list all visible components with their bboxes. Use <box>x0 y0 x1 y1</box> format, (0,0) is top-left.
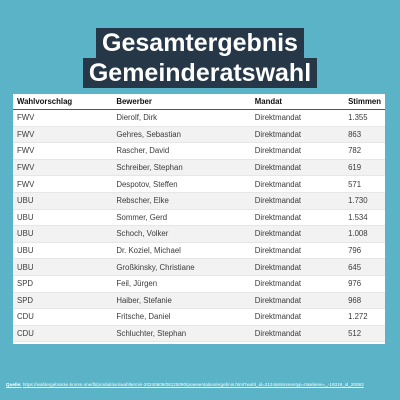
table-header-row: Wahlvorschlag Bewerber Mandat Stimmen <box>13 94 385 110</box>
cell-mandat: Direktmandat <box>250 242 345 260</box>
cell-mandat: Direktmandat <box>250 325 345 343</box>
table-row: UBU Sommer, Gerd Direktmandat 1.534 <box>13 209 385 227</box>
cell-mandat: Direktmandat <box>250 192 345 210</box>
cell-mandat: Direktmandat <box>250 175 345 193</box>
table-row: SPD Haiber, Stefanie Direktmandat 968 <box>13 292 385 310</box>
cell-stimmen: 571 <box>344 175 385 193</box>
header-stimmen: Stimmen <box>344 94 385 110</box>
cell-stimmen: 782 <box>344 142 385 160</box>
table-row: FWV Rascher, David Direktmandat 782 <box>13 142 385 160</box>
cell-wahlvorschlag: FWV <box>13 159 113 177</box>
table-row: SPD Feil, Jürgen Direktmandat 976 <box>13 275 385 293</box>
cell-mandat: Direktmandat <box>250 209 345 227</box>
cell-wahlvorschlag: SPD <box>13 275 113 293</box>
cell-stimmen: 1.730 <box>344 192 385 210</box>
title-line-1: Gesamtergebnis <box>96 28 304 58</box>
table-row: CDU Schluchter, Stephan Direktmandat 512 <box>13 325 385 343</box>
cell-mandat: Direktmandat <box>250 308 345 326</box>
table-row: UBU Rebscher, Elke Direktmandat 1.730 <box>13 192 385 210</box>
title-line-2: Gemeinderatswahl <box>82 58 318 88</box>
cell-bewerber: Schoch, Volker <box>112 225 251 243</box>
cell-bewerber: Rebscher, Elke <box>112 192 251 210</box>
cell-bewerber: Feil, Jürgen <box>112 275 251 293</box>
cell-bewerber: Dierolf, Dirk <box>112 109 251 127</box>
cell-wahlvorschlag: CDU <box>13 325 113 343</box>
cell-bewerber: Dr. Koziel, Michael <box>112 242 251 260</box>
cell-stimmen: 968 <box>344 292 385 310</box>
table-row: UBU Dr. Koziel, Michael Direktmandat 796 <box>13 242 385 260</box>
cell-stimmen: 1.008 <box>344 225 385 243</box>
cell-mandat: Direktmandat <box>250 159 345 177</box>
cell-bewerber: Sommer, Gerd <box>112 209 251 227</box>
cell-bewerber: Schluchter, Stephan <box>112 325 251 343</box>
cell-wahlvorschlag: UBU <box>13 225 113 243</box>
cell-bewerber: Schreiber, Stephan <box>112 159 251 177</box>
results-table-card: Wahlvorschlag Bewerber Mandat Stimmen FW… <box>13 94 385 344</box>
header-wahlvorschlag: Wahlvorschlag <box>13 94 113 110</box>
cell-stimmen: 863 <box>344 126 385 144</box>
cell-stimmen: 1.272 <box>344 308 385 326</box>
table-row: CDU Fritsche, Daniel Direktmandat 1.272 <box>13 308 385 326</box>
cell-stimmen: 645 <box>344 258 385 276</box>
cell-wahlvorschlag: CDU <box>13 308 113 326</box>
cell-mandat: Direktmandat <box>250 126 345 144</box>
cell-bewerber: Fritsche, Daniel <box>112 308 251 326</box>
cell-wahlvorschlag: UBU <box>13 209 113 227</box>
source-label: Quelle: <box>6 382 22 387</box>
cell-stimmen: 619 <box>344 159 385 177</box>
cell-mandat: Direktmandat <box>250 109 345 127</box>
results-table: Wahlvorschlag Bewerber Mandat Stimmen FW… <box>13 94 385 343</box>
cell-stimmen: 1.355 <box>344 109 385 127</box>
cell-stimmen: 796 <box>344 242 385 260</box>
cell-wahlvorschlag: SPD <box>13 292 113 310</box>
cell-bewerber: Haiber, Stefanie <box>112 292 251 310</box>
cell-mandat: Direktmandat <box>250 225 345 243</box>
cell-wahlvorschlag: FWV <box>13 109 113 127</box>
cell-mandat: Direktmandat <box>250 258 345 276</box>
source-note: Quelle: https://wahlergebnisse.komm.one/… <box>6 382 396 388</box>
table-row: FWV Schreiber, Stephan Direktmandat 619 <box>13 159 385 177</box>
cell-wahlvorschlag: UBU <box>13 242 113 260</box>
cell-bewerber: Rascher, David <box>112 142 251 160</box>
cell-mandat: Direktmandat <box>250 142 345 160</box>
cell-bewerber: Gehres, Sebastian <box>112 126 251 144</box>
cell-mandat: Direktmandat <box>250 292 345 310</box>
cell-bewerber: Despotov, Steffen <box>112 175 251 193</box>
table-row: FWV Gehres, Sebastian Direktmandat 863 <box>13 126 385 144</box>
cell-wahlvorschlag: UBU <box>13 192 113 210</box>
title-block: Gesamtergebnis Gemeinderatswahl <box>0 28 400 88</box>
cell-wahlvorschlag: UBU <box>13 258 113 276</box>
source-url[interactable]: https://wahlergebnisse.komm.one/lb/produ… <box>22 382 364 387</box>
cell-wahlvorschlag: FWV <box>13 142 113 160</box>
table-row: FWV Dierolf, Dirk Direktmandat 1.355 <box>13 109 385 127</box>
cell-stimmen: 976 <box>344 275 385 293</box>
header-mandat: Mandat <box>250 94 345 110</box>
table-body: FWV Dierolf, Dirk Direktmandat 1.355 FWV Gehr… <box>13 109 385 343</box>
cell-stimmen: 512 <box>344 325 385 343</box>
cell-wahlvorschlag: FWV <box>13 126 113 144</box>
table-row: FWV Despotov, Steffen Direktmandat 571 <box>13 175 385 193</box>
table-row: UBU Großkinsky, Christiane Direktmandat 645 <box>13 258 385 276</box>
cell-bewerber: Großkinsky, Christiane <box>112 258 251 276</box>
cell-mandat: Direktmandat <box>250 275 345 293</box>
cell-wahlvorschlag: FWV <box>13 175 113 193</box>
cell-stimmen: 1.534 <box>344 209 385 227</box>
header-bewerber: Bewerber <box>112 94 251 110</box>
table-row: UBU Schoch, Volker Direktmandat 1.008 <box>13 225 385 243</box>
